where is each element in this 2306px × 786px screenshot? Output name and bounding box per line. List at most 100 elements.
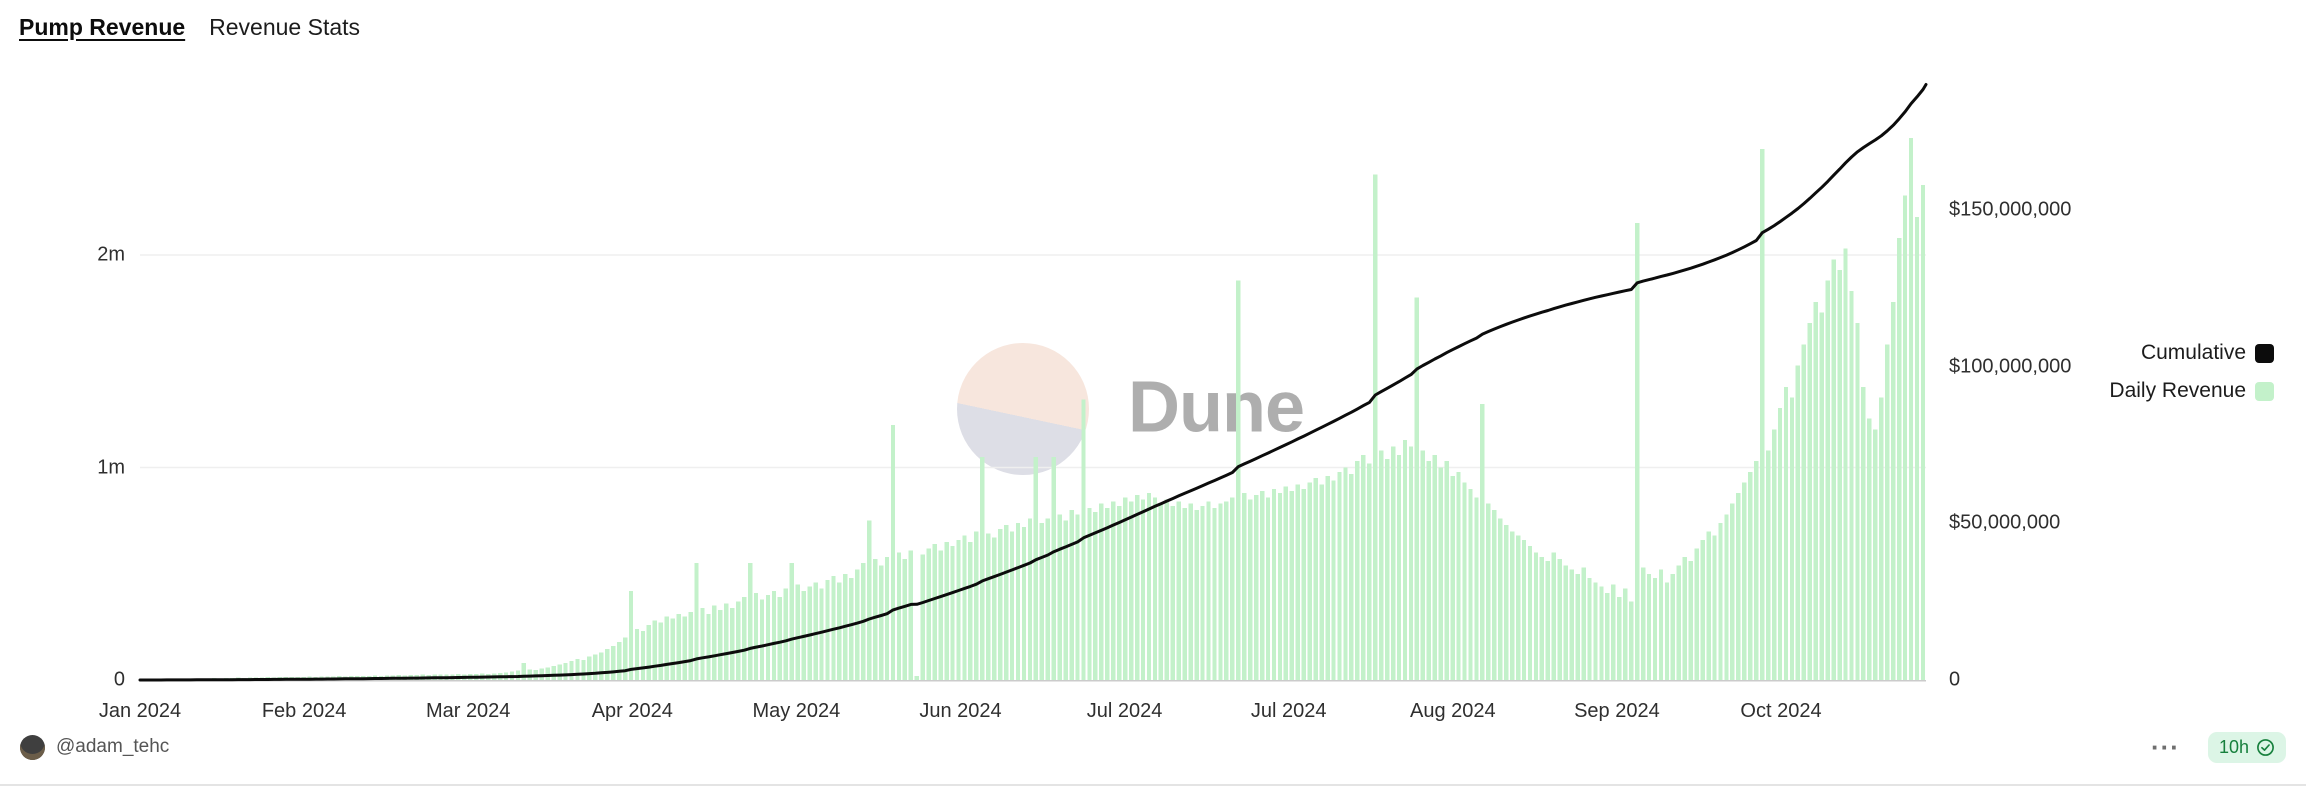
daily-revenue-bar [926, 548, 931, 680]
daily-revenue-bar [1301, 488, 1306, 680]
daily-revenue-bar [1551, 552, 1556, 680]
daily-revenue-bar [1825, 280, 1830, 680]
daily-revenue-bar [1724, 514, 1729, 680]
daily-revenue-bar [581, 659, 586, 680]
daily-revenue-bar [1373, 174, 1378, 680]
daily-revenue-bar [807, 586, 812, 680]
daily-revenue-bar [1390, 446, 1396, 680]
daily-revenue-bar [1545, 561, 1551, 680]
author-handle-link[interactable]: @adam_tehc [56, 736, 170, 757]
daily-revenue-bar [813, 582, 818, 680]
daily-revenue-bar [676, 614, 681, 681]
daily-revenue-bar [1105, 507, 1110, 681]
freshness-badge[interactable]: 10h [2207, 731, 2286, 763]
daily-revenue-bar [986, 533, 991, 681]
daily-revenue-bar [1188, 503, 1193, 681]
daily-revenue-bar [1730, 503, 1735, 681]
daily-revenue-bar [1515, 535, 1521, 680]
daily-revenue-bar [1432, 454, 1437, 680]
daily-revenue-bar [1283, 486, 1289, 681]
daily-revenue-bar [694, 563, 699, 681]
daily-revenue-bar [1789, 397, 1795, 681]
daily-revenue-bar [557, 664, 562, 680]
daily-revenue-bar [1039, 522, 1044, 680]
daily-revenue-bar [1837, 269, 1842, 681]
daily-revenue-bar [1307, 482, 1312, 681]
daily-revenue-bar [1486, 503, 1491, 681]
daily-revenue-bar [1182, 507, 1187, 681]
daily-revenue-bar [1629, 601, 1634, 681]
daily-revenue-bar [640, 631, 646, 681]
daily-revenue-bar [1123, 497, 1128, 680]
daily-revenue-bar [1426, 461, 1431, 681]
author-avatar[interactable] [20, 734, 45, 760]
daily-revenue-bar [1158, 503, 1164, 681]
footer-author: @adam_tehc [20, 734, 170, 760]
chart-header: Pump Revenue Revenue Stats [19, 14, 360, 41]
legend-label-daily-revenue: Daily Revenue [2109, 379, 2246, 402]
daily-revenue-bar [741, 597, 747, 681]
daily-revenue-bar [1914, 216, 1920, 680]
daily-revenue-bar [1355, 461, 1360, 681]
daily-revenue-bar [1152, 497, 1158, 680]
daily-revenue-bar [938, 550, 943, 681]
daily-revenue-bar [616, 641, 622, 680]
daily-revenue-bar [1331, 480, 1336, 680]
daily-revenue-bar [1694, 548, 1699, 680]
dune-logo-icon [957, 343, 1089, 475]
daily-revenue-bar [593, 654, 598, 680]
daily-revenue-bar [1194, 510, 1199, 680]
daily-revenue-bar [611, 646, 616, 680]
right-axis-tick: 0 [1949, 668, 1961, 691]
chart-legend: Cumulative Daily Revenue [2109, 341, 2274, 403]
daily-revenue-bar [819, 588, 824, 681]
daily-revenue-bar [1253, 495, 1259, 681]
x-axis-tick: Jul 2024 [1086, 700, 1163, 722]
legend-item-daily-revenue[interactable]: Daily Revenue [2109, 379, 2274, 403]
more-options-button[interactable]: ··· [2150, 732, 2180, 762]
daily-revenue-bar [855, 569, 860, 680]
daily-revenue-bar [1045, 518, 1050, 680]
daily-revenue-bar [1509, 531, 1515, 680]
daily-revenue-bar [1337, 471, 1342, 680]
daily-revenue-bar [1378, 450, 1384, 680]
daily-revenue-bar [1003, 524, 1009, 681]
daily-revenue-bar [1908, 138, 1914, 681]
daily-revenue-bar [1468, 488, 1473, 680]
daily-revenue-bar [980, 456, 985, 681]
x-axis-tick: May 2024 [752, 700, 841, 722]
daily-revenue-bar [1831, 259, 1836, 680]
daily-revenue-bar [1765, 450, 1771, 680]
daily-revenue-bar [902, 558, 908, 680]
daily-revenue-bar [1902, 195, 1908, 680]
daily-revenue-bar [634, 629, 640, 680]
daily-revenue-bar [1605, 592, 1610, 681]
daily-revenue-bar [1581, 567, 1586, 681]
daily-revenue-bar [944, 541, 949, 681]
legend-swatch-cumulative [2255, 343, 2274, 363]
daily-revenue-bar [652, 620, 658, 680]
daily-revenue-bar [1885, 344, 1890, 680]
daily-revenue-bar [1587, 578, 1592, 680]
daily-revenue-bar [1450, 476, 1455, 680]
dune-watermark-text: Dune [1128, 367, 1305, 448]
daily-revenue-bar [1890, 301, 1896, 680]
daily-revenue-bar [1664, 582, 1670, 680]
daily-revenue-bar [1117, 505, 1122, 680]
daily-revenue-bar [599, 652, 604, 681]
daily-revenue-bar [712, 605, 717, 681]
daily-revenue-bar [1670, 573, 1676, 680]
daily-revenue-bar [1623, 588, 1628, 681]
daily-revenue-bar [1617, 597, 1622, 681]
daily-revenue-bar [1658, 569, 1664, 680]
daily-revenue-bar [1384, 459, 1390, 680]
legend-item-cumulative[interactable]: Cumulative [2141, 341, 2274, 365]
daily-revenue-bar [1700, 539, 1705, 680]
daily-revenue-bar [545, 667, 550, 680]
daily-revenue-bar [1611, 584, 1616, 681]
right-axis-tick: $50,000,000 [1949, 511, 2061, 534]
daily-revenue-bar [1646, 573, 1652, 680]
chart-title-link[interactable]: Pump Revenue [19, 14, 186, 40]
daily-revenue-bar [1319, 484, 1324, 680]
